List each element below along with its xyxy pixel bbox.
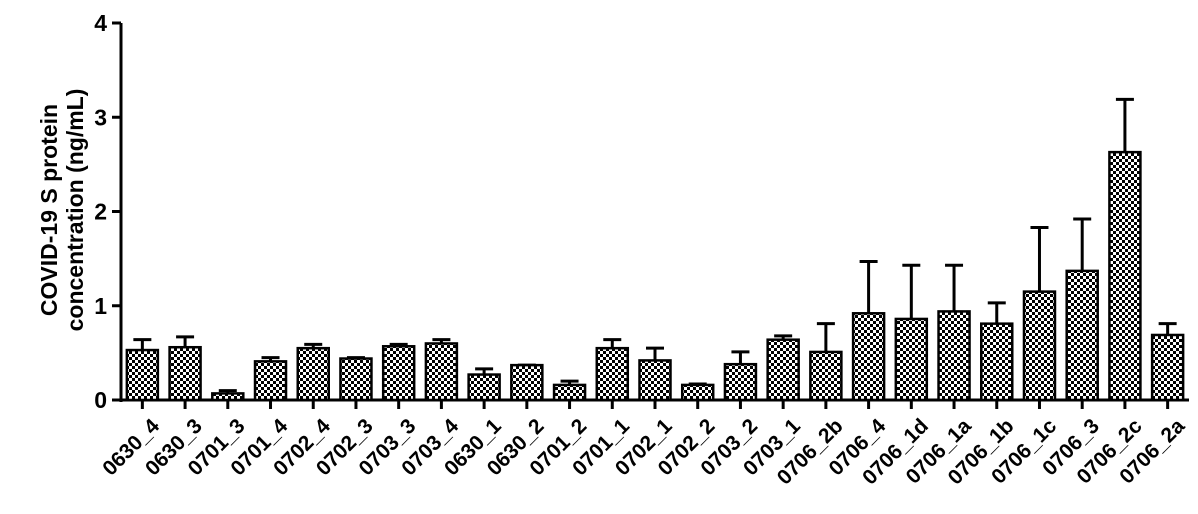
y-axis-label: COVID-19 S protein concentration (ng/mL): [36, 89, 88, 332]
bar: [1150, 333, 1185, 402]
bar: [595, 346, 630, 402]
bar: [211, 392, 245, 402]
y-axis-label-line-2: concentration (ng/mL): [62, 89, 88, 332]
bar: [937, 310, 971, 402]
y-tick-label: 1: [94, 293, 107, 319]
bar: [980, 322, 1014, 402]
bar: [467, 373, 501, 402]
bar: [296, 346, 330, 402]
y-tick-label: 2: [94, 199, 107, 225]
y-tick-label: 4: [94, 10, 107, 36]
bar: [552, 383, 587, 402]
bar: [766, 338, 800, 402]
bar: [253, 360, 288, 402]
bar: [424, 342, 459, 402]
bar: [1108, 150, 1142, 402]
y-tick-label: 0: [94, 387, 107, 413]
bar: [1065, 269, 1099, 402]
bar: [125, 348, 160, 402]
y-axis-label-line-1: COVID-19 S protein: [36, 104, 62, 316]
bar: [1022, 290, 1057, 402]
bar: [168, 345, 202, 402]
bar: [723, 362, 758, 402]
y-tick-label: 3: [94, 104, 107, 130]
bar: [339, 357, 373, 402]
bar: [638, 359, 672, 402]
bar: [510, 363, 544, 402]
bar: [381, 345, 416, 402]
bar: [680, 383, 715, 402]
bar: [851, 312, 886, 402]
bar: [809, 350, 843, 402]
bar: [894, 317, 929, 402]
